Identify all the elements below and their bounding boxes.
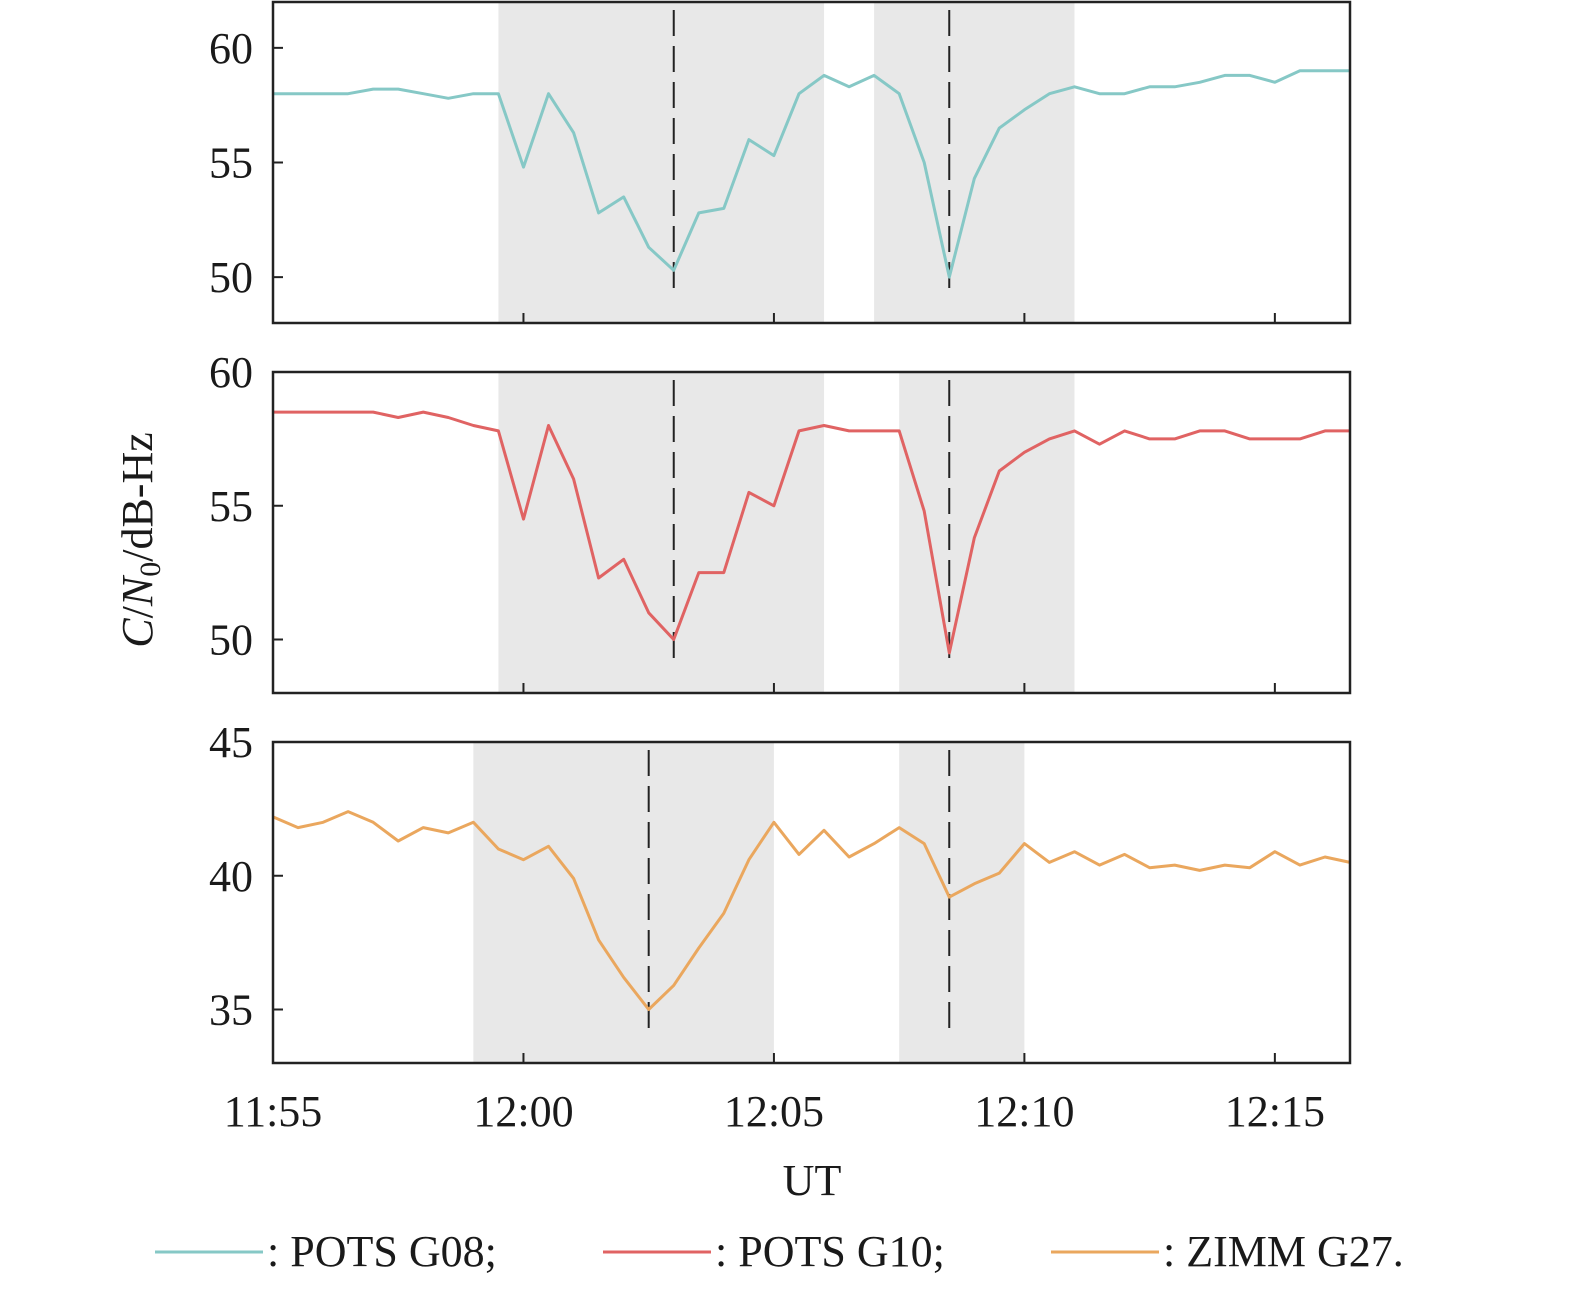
x-tick-label: 12:15 bbox=[1225, 1087, 1325, 1136]
x-axis-title: UT bbox=[783, 1156, 842, 1205]
legend-label-1: : POTS G08; bbox=[267, 1227, 497, 1276]
shaded-interval-1 bbox=[473, 742, 774, 1063]
series-line bbox=[272, 810, 1351, 1011]
legend-label-2: : POTS G10; bbox=[715, 1227, 945, 1276]
y-tick-label: 40 bbox=[209, 852, 253, 901]
panel-2: 50 55 60 bbox=[209, 348, 1352, 695]
panel-frame bbox=[271, 740, 1352, 1065]
y-tick-label: 60 bbox=[209, 24, 253, 73]
x-tick-label: 12:10 bbox=[974, 1087, 1074, 1136]
y-title-unit: /dB-Hz bbox=[113, 432, 162, 562]
shaded-interval-1 bbox=[498, 2, 825, 323]
legend: : POTS G08; : POTS G10; : ZIMM G27. bbox=[155, 1227, 1404, 1276]
x-tick-label: 12:05 bbox=[724, 1087, 824, 1136]
x-tick-label: 11:55 bbox=[224, 1087, 323, 1136]
x-tick-label: 12:00 bbox=[473, 1087, 573, 1136]
y-tick-label: 60 bbox=[209, 348, 253, 397]
shaded-interval-2 bbox=[899, 742, 1025, 1063]
y-title-c: C bbox=[113, 618, 162, 648]
y-title-slash: / bbox=[113, 605, 162, 618]
y-title-n: N bbox=[113, 574, 162, 607]
panel-3: 35 40 45 bbox=[209, 718, 1352, 1065]
shaded-interval-2 bbox=[874, 2, 1075, 323]
y-tick-label: 50 bbox=[209, 253, 253, 302]
panel-1: 50 55 60 bbox=[209, 0, 1352, 325]
series-line bbox=[273, 69, 1350, 279]
y-tick-label: 55 bbox=[209, 139, 253, 188]
chart-panels: 50 55 60 50 55 60 35 40 45 11:55 12:00 12:05 12:10 12… bbox=[209, 0, 1352, 1136]
y-tick-label: 50 bbox=[209, 616, 253, 665]
y-tick-label: 35 bbox=[209, 986, 253, 1035]
legend-label-3: : ZIMM G27. bbox=[1163, 1227, 1404, 1276]
shaded-interval-2 bbox=[899, 372, 1075, 693]
y-title-subscript: 0 bbox=[134, 562, 167, 577]
y-tick-label: 55 bbox=[209, 482, 253, 531]
y-tick-label: 45 bbox=[209, 718, 253, 767]
y-axis-title: C/N0/dB-Hz bbox=[113, 432, 167, 647]
panel-frame bbox=[271, 370, 1352, 695]
shaded-interval-1 bbox=[498, 372, 825, 693]
series-line bbox=[273, 410, 1350, 655]
